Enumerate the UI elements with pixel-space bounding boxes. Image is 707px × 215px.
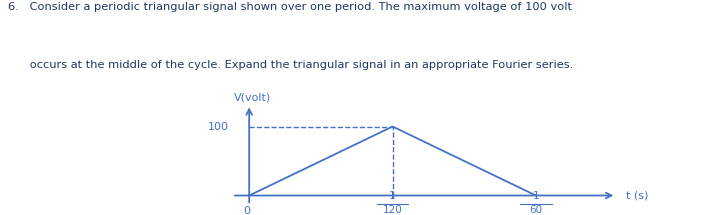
Text: 0: 0 [243,206,250,215]
Text: 120: 120 [382,205,402,215]
Text: 100: 100 [208,121,229,132]
Text: 60: 60 [530,205,542,215]
Text: t (s): t (s) [626,190,648,201]
Text: V(volt): V(volt) [233,92,271,102]
Text: 1: 1 [390,191,396,201]
Text: 6.   Consider a periodic triangular signal shown over one period. The maximum vo: 6. Consider a periodic triangular signal… [8,2,573,12]
Text: occurs at the middle of the cycle. Expand the triangular signal in an appropriat: occurs at the middle of the cycle. Expan… [8,60,574,70]
Text: 1: 1 [532,191,539,201]
